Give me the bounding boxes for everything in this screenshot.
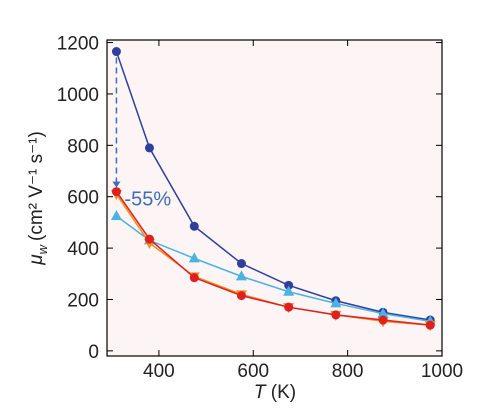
x-axis-label: T (K): [254, 382, 296, 403]
series-line: [115, 51, 431, 321]
data-point: [110, 209, 122, 220]
data-point: [425, 320, 435, 330]
x-label-unit: (K): [271, 382, 296, 403]
x-tick-label: 1000: [421, 361, 463, 382]
annotation: -55%: [124, 189, 171, 211]
x-tick-label: 600: [237, 361, 269, 382]
data-point: [111, 187, 121, 197]
x-tick-label: 400: [143, 361, 175, 382]
y-tick-label: 800: [67, 136, 99, 157]
data-point: [188, 252, 200, 263]
series-line: [115, 215, 431, 323]
y-tick-label: 600: [67, 188, 99, 209]
data-point: [189, 221, 199, 231]
data-point: [144, 234, 154, 244]
data-point: [283, 285, 295, 296]
data-point: [330, 297, 342, 308]
data-point: [144, 143, 154, 153]
y-label-subscript: w: [35, 243, 50, 254]
data-point: [236, 291, 246, 301]
plot-frame: [106, 39, 443, 357]
y-tick-label: 400: [67, 239, 99, 260]
data-point: [235, 270, 247, 281]
data-point: [378, 315, 388, 325]
y-tick-label: 1200: [57, 34, 99, 55]
x-label-symbol: T: [254, 382, 267, 403]
y-label-unit: (cm² V⁻¹ s⁻¹): [26, 131, 47, 241]
data-point: [284, 280, 294, 290]
series-line: [115, 191, 431, 326]
data-point: [377, 307, 389, 318]
data-point: [236, 259, 246, 269]
annotation-arrowhead: [112, 181, 121, 188]
y-tick-label: 200: [67, 290, 99, 311]
data-point: [189, 273, 199, 283]
y-tick-label: 0: [88, 342, 99, 363]
data-point: [331, 310, 341, 320]
y-axis-label: μw (cm² V⁻¹ s⁻¹): [26, 131, 50, 266]
y-tick-label: 1000: [57, 85, 99, 106]
data-point: [284, 302, 294, 312]
data-point: [111, 47, 121, 57]
x-tick-label: 800: [332, 361, 364, 382]
y-label-symbol: μ: [26, 254, 47, 266]
